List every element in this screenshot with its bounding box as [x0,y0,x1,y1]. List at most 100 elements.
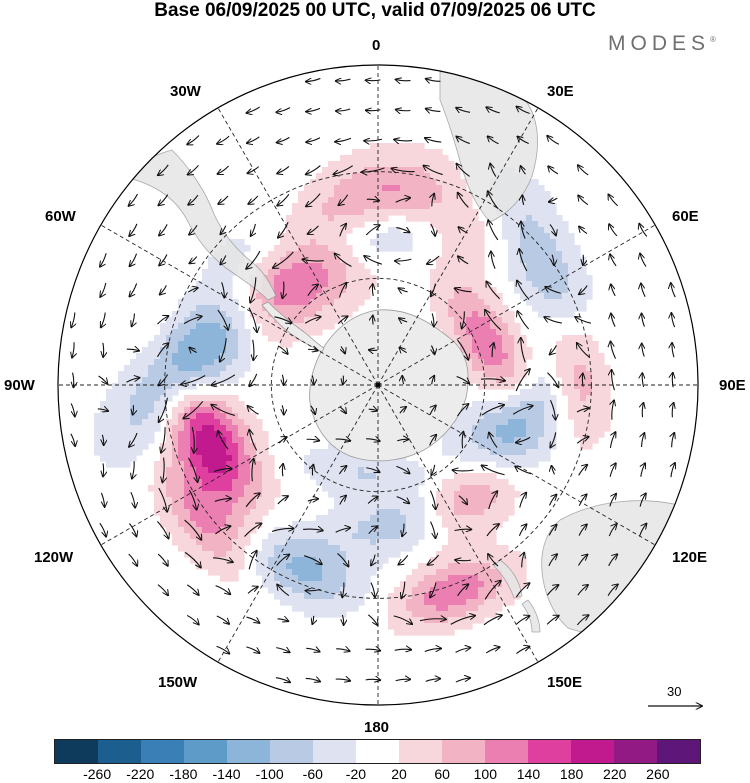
anomaly-cell [484,341,491,348]
anomaly-cell [262,497,269,504]
anomaly-cell [568,311,575,318]
wind-vector [455,560,472,561]
anomaly-cell [478,569,485,576]
lon-label-120e: 120E [672,549,708,566]
anomaly-cell [346,185,353,192]
anomaly-cell [472,311,479,318]
anomaly-cell [196,551,203,558]
anomaly-cell [496,443,503,450]
anomaly-cell [406,155,413,162]
anomaly-cell [292,311,299,318]
wind-vector [366,439,380,441]
anomaly-cell [532,401,539,408]
anomaly-cell [166,359,173,366]
anomaly-cell [466,251,473,258]
anomaly-cell [484,419,491,426]
anomaly-cell [352,581,359,588]
anomaly-cell [550,245,557,252]
anomaly-cell [442,515,449,522]
anomaly-cell [460,539,467,546]
anomaly-cell [454,281,461,288]
wind-vector [218,195,229,204]
anomaly-cell [136,413,143,420]
anomaly-cell [178,455,185,462]
anomaly-cell [466,209,473,216]
anomaly-cell [484,329,491,336]
anomaly-cell [178,401,185,408]
anomaly-cell [340,305,347,312]
anomaly-cell [340,227,347,234]
anomaly-cell [280,305,287,312]
anomaly-cell [514,455,521,462]
anomaly-cell [358,509,365,516]
anomaly-cell [328,323,335,330]
anomaly-cell [484,503,491,510]
anomaly-cell [166,443,173,450]
anomaly-cell [550,425,557,432]
anomaly-cell [304,245,311,252]
wind-vector [338,283,347,298]
anomaly-cell [430,269,437,276]
anomaly-cell [574,371,581,378]
anomaly-cell [520,425,527,432]
anomaly-cell [322,203,329,210]
anomaly-cell [250,467,257,474]
anomaly-cell [214,371,221,378]
anomaly-cell [436,617,443,624]
anomaly-cell [304,269,311,276]
anomaly-cell [124,407,131,414]
anomaly-cell [442,203,449,210]
anomaly-cell [508,407,515,414]
anomaly-cell [502,599,509,606]
wind-vector [462,432,463,449]
anomaly-cell [562,353,569,360]
anomaly-cell [292,569,299,576]
anomaly-cell [484,287,491,294]
anomaly-cell [172,431,179,438]
wind-vector [515,583,529,598]
anomaly-cell [598,407,605,414]
anomaly-cell [352,551,359,558]
anomaly-cell [388,173,395,180]
anomaly-cell [334,611,341,618]
anomaly-cell [412,155,419,162]
colorbar-cell [227,740,270,763]
anomaly-cell [244,527,251,534]
anomaly-cell [484,557,491,564]
anomaly-cell [484,335,491,342]
anomaly-cell [346,587,353,594]
anomaly-cell [526,281,533,288]
anomaly-cell [388,479,395,486]
wind-vector [156,343,168,358]
anomaly-cell [436,311,443,318]
anomaly-cell [520,431,527,438]
australia-landmass [541,500,695,634]
wind-vector [312,375,314,384]
anomaly-cell [196,299,203,306]
anomaly-cell [250,425,257,432]
anomaly-cell [490,509,497,516]
anomaly-cell [478,515,485,522]
anomaly-cell [400,611,407,618]
anomaly-cell [358,149,365,156]
wind-vector [548,525,556,536]
anomaly-cell [352,305,359,312]
anomaly-cell [526,455,533,462]
anomaly-cell [400,539,407,546]
anomaly-cell [172,473,179,480]
wind-vector [247,587,258,594]
anomaly-cell [232,431,239,438]
anomaly-cell [544,299,551,306]
anomaly-cell [448,587,455,594]
anomaly-cell [598,383,605,390]
anomaly-cell [376,173,383,180]
anomaly-cell [346,557,353,564]
anomaly-cell [364,161,371,168]
anomaly-cell [328,473,335,480]
anomaly-cell [400,149,407,156]
anomaly-cell [394,203,401,210]
anomaly-cell [448,521,455,528]
anomaly-cell [178,311,185,318]
wind-vector [366,110,381,111]
